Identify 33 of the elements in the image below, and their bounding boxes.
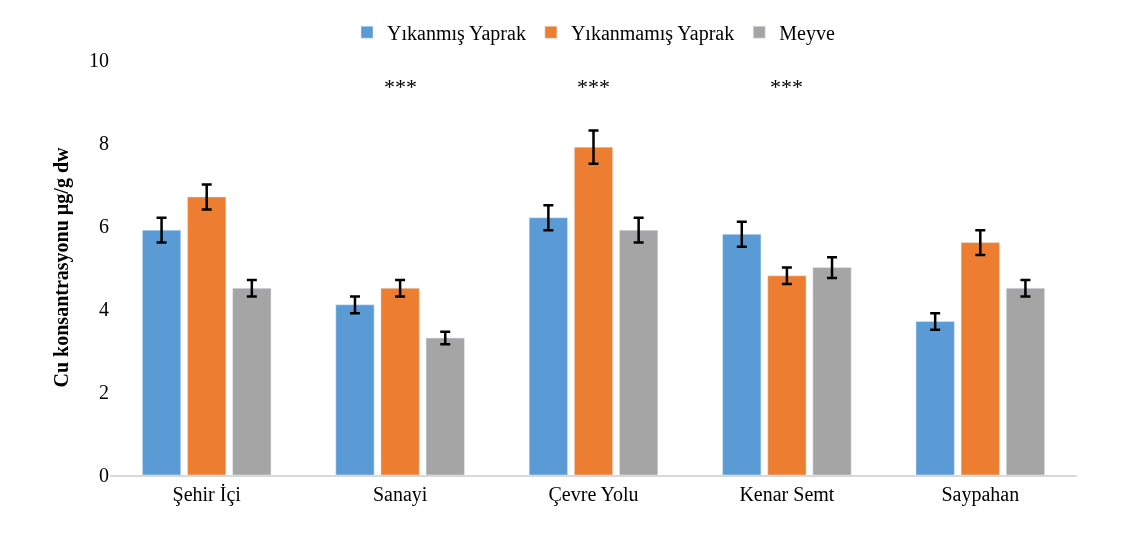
- y-tick-label: 2: [99, 381, 109, 403]
- legend-label: Yıkanmamış Yaprak: [570, 22, 735, 45]
- x-tick-label: Sanayi: [372, 483, 428, 506]
- bar: [960, 242, 1000, 475]
- bar: [142, 229, 181, 475]
- bar: [232, 288, 272, 475]
- x-tick-label: Şehir İçi: [172, 483, 242, 506]
- bar: [619, 229, 659, 475]
- x-tick-label: Çevre Yolu: [548, 483, 639, 506]
- bar: [380, 288, 420, 475]
- bar: [812, 267, 852, 475]
- bar: [722, 234, 762, 475]
- y-tick-label: 8: [99, 132, 109, 154]
- bar: [425, 337, 465, 475]
- y-tick-label: 6: [99, 215, 109, 237]
- legend-label: Yıkanmış Yaprak: [387, 22, 526, 45]
- annotation: ***: [770, 74, 803, 99]
- bar: [767, 275, 807, 475]
- y-tick-label: 10: [89, 49, 109, 71]
- x-tick-label: Saypahan: [941, 483, 1020, 506]
- y-axis-title: Cu konsantrasyonu µg/g dw: [49, 146, 73, 388]
- bar: [1006, 288, 1045, 475]
- annotation: ***: [577, 74, 610, 99]
- legend-label: Meyve: [779, 22, 835, 45]
- y-tick-label: 4: [99, 298, 109, 320]
- bar: [915, 321, 955, 475]
- x-tick-label: Kenar Semt: [739, 483, 835, 505]
- y-tick-label: 0: [99, 464, 109, 486]
- annotation: ***: [384, 74, 417, 99]
- bar: [187, 196, 227, 475]
- bar: [574, 146, 613, 475]
- bar: [335, 304, 375, 475]
- bar: [528, 217, 568, 475]
